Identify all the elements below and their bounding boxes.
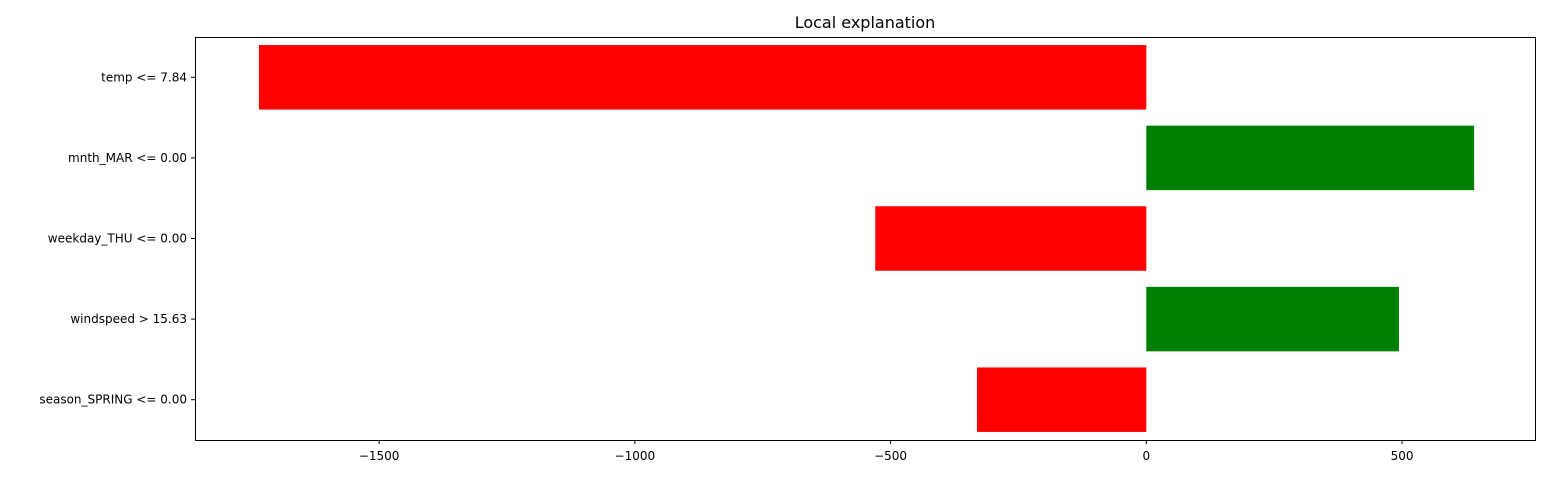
bar [1146, 286, 1399, 352]
x-axis: −1500 −1000 −500 0 500 [359, 440, 1414, 463]
bar [1146, 125, 1475, 191]
x-tick-label: 0 [1142, 449, 1150, 463]
x-tick-label: −1500 [359, 449, 400, 463]
bar [258, 45, 1147, 110]
x-tick-label: −500 [874, 449, 907, 463]
x-tick-label: −1000 [615, 449, 656, 463]
y-tick-label: temp <= 7.84 [101, 70, 187, 84]
bar [977, 367, 1147, 432]
y-tick-label: windspeed > 15.63 [70, 312, 187, 326]
bar [875, 206, 1147, 271]
bars [258, 45, 1475, 432]
y-tick-label: mnth_MAR <= 0.00 [68, 151, 187, 165]
x-tick-label: 500 [1391, 449, 1414, 463]
y-tick-label: weekday_THU <= 0.00 [48, 232, 187, 246]
axes-frame [195, 37, 1536, 441]
y-tick-label: season_SPRING <= 0.00 [39, 393, 187, 407]
chart-title: Local explanation [795, 13, 936, 32]
y-axis: temp <= 7.84 mnth_MAR <= 0.00 weekday_THU … [39, 70, 195, 407]
